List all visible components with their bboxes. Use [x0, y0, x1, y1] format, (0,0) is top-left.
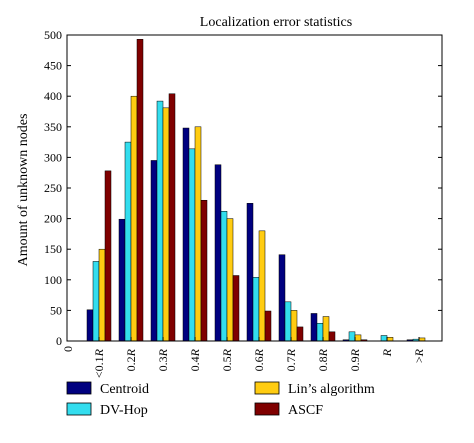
bar-lin-s-algorithm-9	[386, 337, 394, 342]
bar-dv-hop-8	[348, 331, 356, 342]
bar-dv-hop-3	[188, 148, 196, 342]
x-tick-label: 0.8R	[316, 348, 330, 371]
x-tick-label: 0.2R	[124, 348, 138, 371]
y-tick-label: 50	[50, 303, 62, 317]
y-axis: 0 50 100 150 200 250 300 350 400 450 500	[44, 28, 442, 348]
bar-centroid-2	[150, 160, 158, 342]
x-tick-label: <0.1R	[92, 348, 106, 378]
legend-swatch	[66, 402, 92, 416]
x-origin-label: 0	[61, 346, 75, 352]
legend-label: DV-Hop	[100, 403, 148, 418]
legend-swatch	[254, 402, 280, 416]
y-axis-label: Amount of unknown nodes	[16, 114, 31, 267]
bar-ascf-2	[168, 93, 176, 342]
bar-lin-s-algorithm-0	[98, 248, 106, 342]
bar-lin-s-algorithm-4	[226, 218, 234, 342]
legend-swatch	[66, 381, 92, 395]
bar-lin-s-algorithm-3	[194, 126, 202, 342]
bar-ascf-5	[264, 310, 272, 342]
x-tick-label: 0.9R	[348, 348, 362, 371]
x-tick-label: 0.4R	[188, 348, 202, 371]
bar-centroid-6	[278, 254, 286, 342]
bar-lin-s-algorithm-2	[162, 107, 170, 342]
bar-lin-s-algorithm-5	[258, 230, 266, 342]
y-tick-label: 300	[44, 150, 62, 164]
legend-swatch	[254, 381, 280, 395]
y-tick-label: 100	[44, 273, 62, 287]
x-axis: <0.1R 0.2R 0.3R 0.4R 0.5R 0.6R 0.7R 0.8R 0.9R R >R	[92, 337, 426, 378]
y-tick-label: 450	[44, 59, 62, 73]
bar-dv-hop-6	[284, 301, 292, 342]
y-tick-label: 0	[56, 334, 62, 348]
y-tick-label: 350	[44, 120, 62, 134]
bar-lin-s-algorithm-8	[354, 334, 362, 342]
x-tick-label: 0.3R	[156, 348, 170, 371]
y-tick-label: 250	[44, 181, 62, 195]
legend: Centroid Lin’s algorithm DV-Hop ASCF	[66, 381, 375, 418]
bar-centroid-4	[214, 164, 222, 342]
bar-centroid-3	[182, 127, 190, 342]
bar-ascf-4	[232, 275, 240, 342]
bar-dv-hop-9	[380, 335, 388, 342]
bar-dv-hop-1	[124, 141, 132, 342]
bar-dv-hop-5	[252, 277, 260, 342]
x-tick-label: 0.5R	[220, 348, 234, 371]
y-tick-label: 400	[44, 89, 62, 103]
bar-centroid-0	[86, 309, 94, 342]
bar-lin-s-algorithm-6	[290, 310, 298, 342]
bar-dv-hop-4	[220, 211, 228, 342]
bar-ascf-3	[200, 199, 208, 342]
bar-centroid-5	[246, 203, 254, 342]
bar-centroid-7	[310, 313, 318, 342]
legend-label: Centroid	[100, 382, 149, 397]
bars-group	[86, 39, 426, 342]
bar-lin-s-algorithm-1	[130, 95, 138, 342]
x-tick-label: 0.7R	[284, 348, 298, 371]
bar-ascf-0	[104, 170, 112, 342]
bar-ascf-6	[296, 326, 304, 342]
y-tick-label: 200	[44, 212, 62, 226]
chart-title: Localization error statistics	[200, 15, 352, 30]
legend-label: Lin’s algorithm	[288, 382, 375, 397]
x-tick-label: R	[380, 348, 394, 357]
bar-centroid-1	[118, 218, 126, 342]
bar-dv-hop-7	[316, 323, 324, 342]
bar-dv-hop-0	[92, 261, 100, 342]
legend-label: ASCF	[288, 403, 323, 418]
bar-lin-s-algorithm-7	[322, 316, 330, 342]
bar-ascf-1	[136, 39, 144, 342]
y-tick-label: 500	[44, 28, 62, 42]
bar-dv-hop-2	[156, 100, 164, 342]
x-tick-label: >R	[412, 348, 426, 363]
y-tick-label: 150	[44, 242, 62, 256]
bar-ascf-7	[328, 331, 336, 342]
x-tick-label: 0.6R	[252, 348, 266, 371]
